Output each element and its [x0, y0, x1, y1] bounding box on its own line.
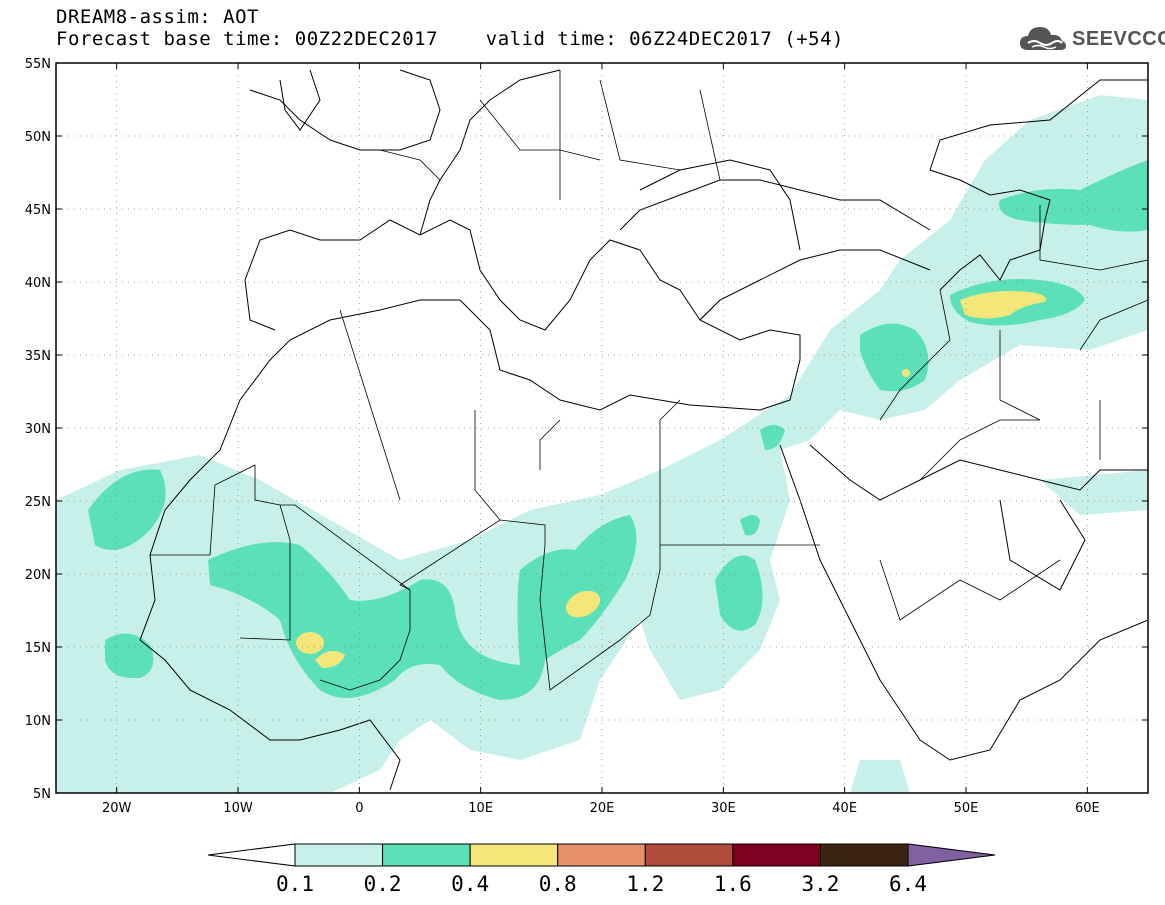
map-title: DREAM8-assim: AOT: [56, 6, 259, 28]
lat-tick-label: 55N: [25, 57, 51, 72]
colorbar-label: 0.1: [276, 872, 314, 896]
colorbar-segment: [819, 843, 909, 867]
lon-tick-label: 10E: [468, 801, 493, 816]
lat-tick-label: 20N: [25, 568, 51, 583]
colorbar-segment: [644, 843, 734, 867]
lat-tick-label: 25N: [25, 495, 51, 510]
colorbar-label: 3.2: [801, 872, 840, 896]
colorbar-max-arrow: [907, 843, 996, 867]
seevccc-logo: SEEVCCC: [1018, 22, 1165, 58]
logo-text: SEEVCCC: [1072, 28, 1165, 50]
colorbar-segment: [382, 843, 471, 867]
coastlines: [139, 69, 1148, 791]
aot-level-0.2: [88, 160, 1148, 700]
country-borders: [150, 70, 1148, 691]
lon-tick-label: 30E: [711, 801, 736, 816]
colorbar-label: 0.4: [451, 872, 490, 896]
colorbar-segment: [557, 843, 646, 867]
lat-tick-label: 15N: [25, 641, 51, 656]
lat-lon-gridlines: [56, 63, 1148, 793]
lon-tick-label: 0: [355, 801, 363, 816]
lon-tick-label: 40E: [832, 801, 857, 816]
lon-tick-label: 20E: [590, 801, 615, 816]
lon-tick-label: 10W: [223, 801, 253, 816]
colorbar-label: 1.6: [713, 872, 752, 896]
forecast-time-subtitle: Forecast base time: 00Z22DEC2017 valid t…: [56, 28, 844, 50]
lat-tick-label: 5N: [33, 787, 51, 802]
colorbar-segment: [469, 843, 559, 867]
aot-contours: [56, 95, 1148, 793]
aot-level-0.1: [56, 95, 1148, 793]
lat-tick-label: 40N: [25, 276, 51, 291]
colorbar-segment: [732, 843, 821, 867]
colorbar-min-arrow: [207, 843, 296, 867]
colorbar-segment: [294, 843, 384, 867]
colorbar: [207, 843, 996, 867]
colorbar-label: 1.2: [626, 872, 665, 896]
lat-tick-label: 35N: [25, 349, 51, 364]
cloud-icon: [1020, 27, 1066, 50]
colorbar-label: 6.4: [889, 872, 927, 896]
colorbar-label: 0.2: [363, 872, 402, 896]
lon-tick-label: 50E: [954, 801, 979, 816]
lat-tick-label: 50N: [25, 130, 51, 145]
lat-tick-label: 10N: [25, 714, 51, 729]
lon-tick-label: 20W: [102, 801, 132, 816]
lat-tick-label: 30N: [25, 422, 51, 437]
longitude-axis: 20W 10W 0 10E 20E 30E 40E 50E 60E: [102, 63, 1100, 816]
lat-tick-label: 45N: [25, 203, 51, 218]
aot-level-0.4: [296, 291, 1046, 668]
latitude-axis: 5N 10N 15N 20N 25N 30N 35N 40N 45N 50N 55N: [25, 57, 1148, 802]
lon-tick-label: 60E: [1075, 801, 1100, 816]
colorbar-label: 0.8: [538, 872, 577, 896]
